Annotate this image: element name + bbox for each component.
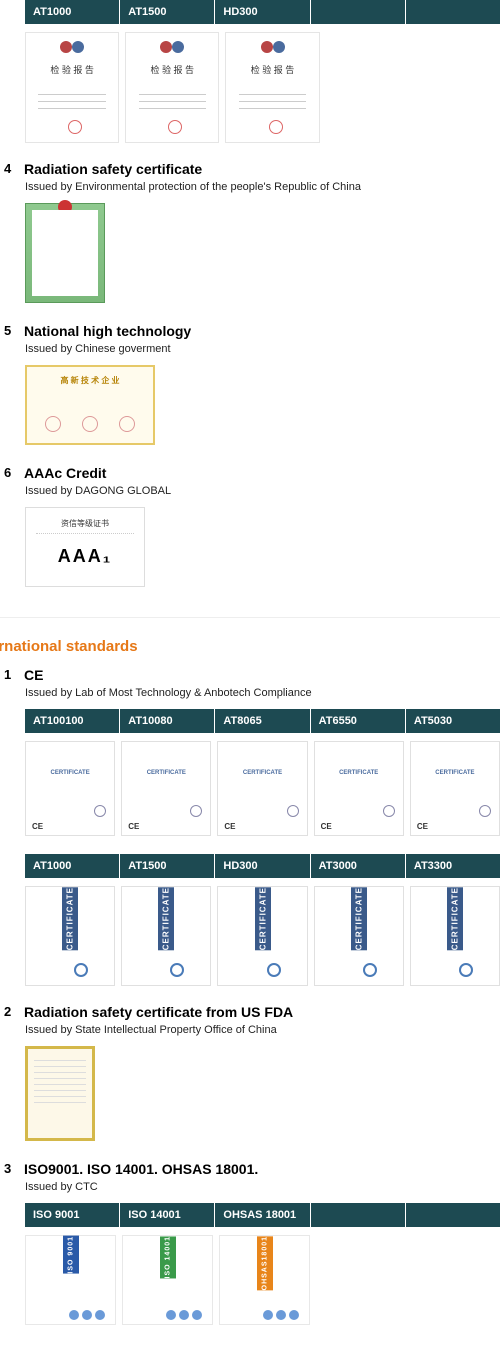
ce-cert-wide: CERTIFICATE — [121, 886, 211, 986]
section-6-heading: 6 AAAc Credit — [4, 465, 500, 481]
empty-cell — [326, 32, 410, 143]
ce-docs-row-2: CERTIFICATE CERTIFICATE CERTIFICATE CERT… — [25, 886, 500, 986]
header-cell: AT1000 — [25, 854, 120, 878]
ce-cert-doc: CERTIFICATE CE — [410, 741, 500, 836]
intl-section-1-heading: 1 CE — [4, 667, 500, 683]
header-cell: AT3300 — [406, 854, 500, 878]
header-cell: AT100100 — [25, 709, 120, 733]
ce-mark: CE — [128, 822, 139, 831]
header-cell: HD300 — [215, 0, 310, 24]
ce-headers-2: AT1000 AT1500 HD300 AT3000 AT3300 — [25, 854, 500, 878]
report-title: 检 验 报 告 — [251, 63, 295, 76]
international-standards-heading: ernational standards — [0, 617, 500, 655]
ce-cert-wide: CERTIFICATE — [25, 886, 115, 986]
ce-mark: CE — [224, 822, 235, 831]
section-subtitle: Issued by CTC — [25, 1181, 500, 1193]
header-cell: AT1500 — [120, 0, 215, 24]
tech-cert-header: 高 新 技 术 企 业 — [35, 375, 145, 386]
ce-cert-doc: CERTIFICATE CE — [25, 741, 115, 836]
inspection-report-doc: 检 验 报 告 — [25, 32, 119, 143]
ce-mark: CE — [321, 822, 332, 831]
ce-mark: CE — [32, 822, 43, 831]
ce-mark: CE — [417, 822, 428, 831]
header-cell: AT5030 — [406, 709, 500, 733]
empty-cell — [316, 1235, 405, 1325]
section-number: 6 — [4, 465, 24, 481]
header-cell: HD300 — [215, 854, 310, 878]
empty-cell — [416, 32, 500, 143]
cert-sidebar-label: CERTIFICATE — [255, 887, 271, 950]
ce-docs-row-1: CERTIFICATE CE CERTIFICATE CE CERTIFICAT… — [25, 741, 500, 836]
section-subtitle: Issued by State Intellectual Property Of… — [25, 1024, 500, 1036]
cert-sidebar-label: CERTIFICATE — [447, 887, 463, 950]
inspection-report-doc: 检 验 报 告 — [225, 32, 319, 143]
section-subtitle: Issued by Environmental protection of th… — [25, 181, 500, 193]
iso-sidebar-label: OHSAS18001 — [257, 1236, 273, 1290]
ce-cert-wide: CERTIFICATE — [314, 886, 404, 986]
section-subtitle: Issued by Lab of Most Technology & Anbot… — [25, 687, 500, 699]
section-number: 4 — [4, 161, 24, 177]
report-docs-row: 检 验 报 告 检 验 报 告 检 验 报 告 — [25, 32, 500, 143]
section-title: Radiation safety certificate — [24, 161, 202, 177]
cert-sidebar-label: CERTIFICATE — [351, 887, 367, 950]
ce-cert-doc: CERTIFICATE CE — [314, 741, 404, 836]
cert-sidebar-label: CERTIFICATE — [62, 887, 78, 950]
report-title: 检 验 报 告 — [50, 63, 94, 76]
iso9001-cert: ISO 9001 — [25, 1235, 116, 1325]
header-cell: AT3000 — [311, 854, 406, 878]
radiation-cert-image — [25, 203, 500, 303]
section-title: Radiation safety certificate from US FDA — [24, 1004, 293, 1020]
header-cell: AT1500 — [120, 854, 215, 878]
header-cell: AT6550 — [311, 709, 406, 733]
header-cell: AT8065 — [215, 709, 310, 733]
section-number: 2 — [4, 1004, 24, 1020]
section-subtitle: Issued by Chinese goverment — [25, 343, 500, 355]
section-5-heading: 5 National high technology — [4, 323, 500, 339]
empty-cell — [411, 1235, 500, 1325]
section-title: CE — [24, 667, 43, 683]
header-cell — [311, 0, 406, 24]
header-cell — [406, 0, 500, 24]
header-cell: ISO 14001 — [120, 1203, 215, 1227]
section-4-heading: 4 Radiation safety certificate — [4, 161, 500, 177]
iso-sidebar-label: ISO 9001 — [63, 1236, 79, 1274]
aaa-value: AAA₁ — [36, 546, 134, 567]
header-cell: ISO 9001 — [25, 1203, 120, 1227]
iso-sidebar-label: ISO 14001 — [160, 1236, 176, 1278]
header-cell — [311, 1203, 406, 1227]
iso-docs-row: ISO 9001 ISO 14001 OHSAS18001 — [25, 1235, 500, 1325]
top-model-headers: AT1000 AT1500 HD300 — [25, 0, 500, 24]
ce-cert-doc: CERTIFICATE CE — [121, 741, 211, 836]
section-number: 1 — [4, 667, 24, 683]
ce-cert-wide: CERTIFICATE — [217, 886, 307, 986]
section-number: 5 — [4, 323, 24, 339]
aaa-cert-title: 资信等级证书 — [36, 518, 134, 534]
header-cell — [406, 1203, 500, 1227]
section-title: ISO9001. ISO 14001. OHSAS 18001. — [24, 1161, 258, 1177]
ce-cert-wide: CERTIFICATE — [410, 886, 500, 986]
tech-cert-image: 高 新 技 术 企 业 — [25, 365, 500, 445]
section-title: National high technology — [24, 323, 191, 339]
section-number: 3 — [4, 1161, 24, 1177]
header-cell: OHSAS 18001 — [215, 1203, 310, 1227]
ce-cert-doc: CERTIFICATE CE — [217, 741, 307, 836]
header-cell: AT10080 — [120, 709, 215, 733]
cert-sidebar-label: CERTIFICATE — [158, 887, 174, 950]
intl-section-3-heading: 3 ISO9001. ISO 14001. OHSAS 18001. — [4, 1161, 500, 1177]
aaa-cert-image: 资信等级证书 AAA₁ — [25, 507, 500, 587]
fda-cert-image — [25, 1046, 500, 1141]
inspection-report-doc: 检 验 报 告 — [125, 32, 219, 143]
iso-headers: ISO 9001 ISO 14001 OHSAS 18001 — [25, 1203, 500, 1227]
section-title: AAAc Credit — [24, 465, 106, 481]
header-cell: AT1000 — [25, 0, 120, 24]
report-title: 检 验 报 告 — [151, 63, 195, 76]
ohsas18001-cert: OHSAS18001 — [219, 1235, 310, 1325]
intl-section-2-heading: 2 Radiation safety certificate from US F… — [4, 1004, 500, 1020]
iso14001-cert: ISO 14001 — [122, 1235, 213, 1325]
ce-headers-1: AT100100 AT10080 AT8065 AT6550 AT5030 — [25, 709, 500, 733]
section-subtitle: Issued by DAGONG GLOBAL — [25, 485, 500, 497]
